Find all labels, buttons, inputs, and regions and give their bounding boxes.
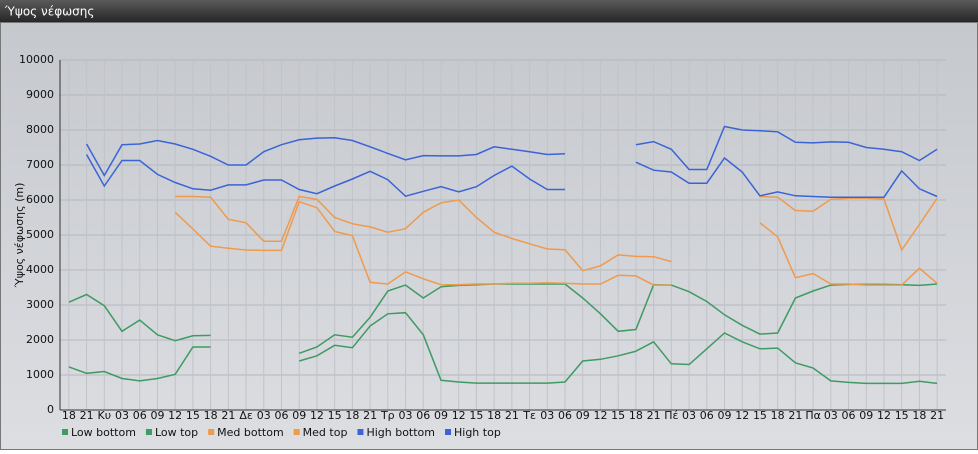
x-tick-label: Τρ: [380, 409, 395, 422]
legend-label: Low top: [155, 426, 198, 439]
legend-swatch: [357, 429, 364, 435]
panel-title: Ύψος νέφωσης: [4, 5, 94, 19]
y-tick-label: 3000: [26, 298, 54, 311]
x-tick-label: 03: [115, 409, 129, 422]
y-tick-label: 5000: [26, 228, 54, 241]
series-line: [68, 311, 938, 385]
legend-label: Med top: [303, 426, 348, 439]
x-tick-label: 03: [399, 409, 413, 422]
x-tick-label: 15: [469, 409, 483, 422]
y-tick-label: 6000: [26, 193, 54, 206]
y-axis-label: Ύψος νέφωσης (m): [13, 183, 26, 289]
x-tick-label: Πα: [805, 409, 821, 422]
series-line: [85, 125, 938, 178]
series-line: [175, 195, 938, 272]
x-tick-label: 15: [753, 409, 767, 422]
x-tick-label: 09: [292, 409, 306, 422]
x-tick-label: 18: [629, 409, 643, 422]
x-tick-label: 15: [328, 409, 342, 422]
legend-swatch: [445, 429, 451, 435]
x-tick-label: 03: [682, 409, 696, 422]
x-tick-label: 18: [487, 409, 501, 422]
x-tick-label: 09: [150, 409, 164, 422]
x-tick-label: 21: [505, 409, 519, 422]
x-tick-label: 15: [611, 409, 625, 422]
legend-swatch: [145, 429, 152, 435]
legend-label: Low bottom: [71, 426, 136, 439]
y-tick-label: 0: [47, 403, 54, 416]
x-tick-label: 09: [434, 409, 448, 422]
x-tick-label: 12: [593, 409, 607, 422]
x-tick-label: 21: [930, 409, 944, 422]
x-tick-label: 09: [576, 409, 590, 422]
x-tick-label: 06: [416, 409, 430, 422]
x-tick-label: 12: [877, 409, 891, 422]
legend-label: High top: [454, 426, 501, 439]
x-tick-label: Τε: [522, 409, 536, 422]
x-tick-label: Κυ: [98, 409, 112, 422]
x-tick-label: 12: [168, 409, 182, 422]
x-tick-label: 12: [452, 409, 466, 422]
legend-swatch: [293, 429, 300, 435]
legend-label: Med bottom: [217, 426, 284, 439]
x-tick-label: Δε: [239, 409, 253, 422]
x-tick-label: Πέ: [664, 409, 678, 422]
y-tick-label: 7000: [26, 158, 54, 171]
x-tick-label: 15: [186, 409, 200, 422]
x-tick-label: 18: [912, 409, 926, 422]
series-line: [174, 200, 938, 286]
x-tick-label: 21: [221, 409, 235, 422]
x-tick-label: 03: [540, 409, 554, 422]
series-line: [68, 283, 938, 355]
x-tick-label: 06: [133, 409, 147, 422]
x-tick-label: 21: [647, 409, 661, 422]
x-tick-label: 15: [895, 409, 909, 422]
x-tick-label: 18: [345, 409, 359, 422]
y-tick-label: 9000: [26, 88, 54, 101]
y-tick-label: 10000: [19, 53, 54, 66]
legend-label: High bottom: [366, 426, 435, 439]
x-tick-label: 03: [257, 409, 271, 422]
x-tick-label: 06: [558, 409, 572, 422]
x-tick-label: 12: [310, 409, 324, 422]
x-tick-label: 06: [842, 409, 856, 422]
x-tick-label: 09: [859, 409, 873, 422]
x-tick-label: 09: [718, 409, 732, 422]
x-tick-label: 18: [204, 409, 218, 422]
y-tick-label: 4000: [26, 263, 54, 276]
y-tick-label: 2000: [26, 333, 54, 346]
series-line: [85, 154, 938, 198]
x-tick-label: 21: [788, 409, 802, 422]
x-tick-label: 12: [735, 409, 749, 422]
x-tick-label: 18: [771, 409, 785, 422]
x-tick-label: 06: [700, 409, 714, 422]
x-tick-label: 03: [824, 409, 838, 422]
y-tick-label: 1000: [26, 368, 54, 381]
x-tick-label: 21: [80, 409, 94, 422]
x-tick-label: 21: [363, 409, 377, 422]
legend-swatch: [62, 429, 68, 435]
y-tick-label: 8000: [26, 123, 54, 136]
x-tick-label: 18: [62, 409, 76, 422]
legend-swatch: [208, 429, 215, 435]
header: [0, 0, 978, 22]
x-tick-label: 06: [275, 409, 289, 422]
